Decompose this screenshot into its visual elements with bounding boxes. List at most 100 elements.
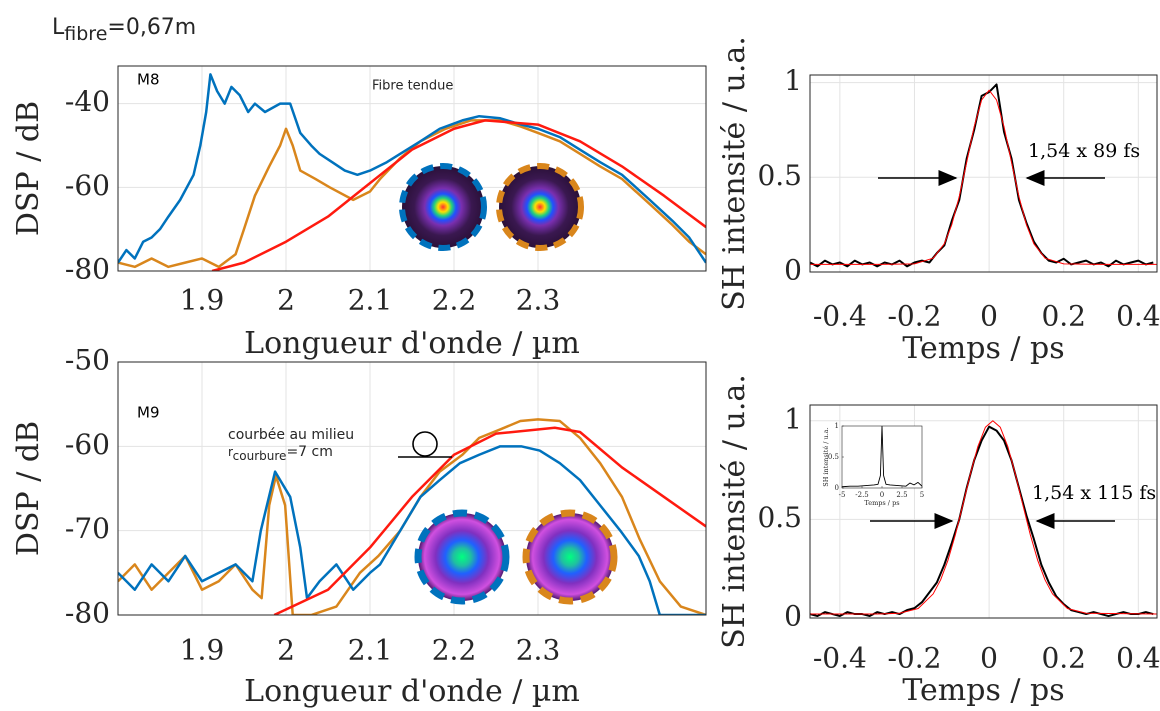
data-line	[810, 89, 1157, 265]
beam-profile	[522, 509, 618, 605]
x-tick-label: 2.1	[348, 634, 393, 667]
y-tick-label: 0.5	[757, 159, 802, 192]
beam-profile	[496, 163, 584, 251]
x-axis-label: Longueur d'onde / µm	[244, 326, 580, 361]
y-tick-label: 0.5	[828, 453, 839, 461]
figure-label: Lfibre=0,67m	[52, 15, 196, 45]
x-axis-label: Temps / ps	[902, 331, 1064, 366]
x-tick-label: -0.4	[813, 642, 867, 675]
x-tick-label: 2.3	[516, 284, 561, 317]
y-tick-label: -50	[65, 344, 110, 377]
y-tick-label: -60	[65, 428, 110, 461]
x-tick-label: 0.2	[1041, 300, 1086, 333]
x-axis-label: Temps / ps	[902, 673, 1064, 708]
chart: -0.4 -0.2 0 0.2 0.4 0 0.5 1 Temps / ps SH intensi…	[717, 36, 1160, 366]
fwhm-label: 1,54 x 89 fs	[1028, 140, 1140, 162]
y-axis-label: SH intensité / u.a.	[822, 427, 830, 487]
y-tick-label: 0	[835, 484, 839, 492]
label-rest: =7 cm	[286, 444, 332, 460]
series-group	[118, 418, 706, 615]
y-tick-label: -40	[65, 85, 110, 118]
x-tick-label: 0.4	[1116, 642, 1160, 675]
chart: -5 -2.5 0 2.5 5 0 0.5 1 Temps / ps SH intensité /…	[822, 422, 924, 507]
x-tick-label: 5	[920, 491, 924, 499]
x-axis-label: Longueur d'onde / µm	[244, 674, 580, 709]
y-axis-label: DSP / dB	[11, 421, 46, 556]
charts: 1.9 2 2.1 2.2 2.3 -80 -60 -40 Longueur d'onde / …	[11, 36, 1160, 709]
overlay: M8 Fibre tendue M9 courbée au milieu rco…	[137, 71, 1156, 605]
y-axis-label: SH intensité / u.a.	[717, 36, 752, 311]
x-tick-label: -2.5	[855, 491, 869, 499]
series-group	[842, 426, 922, 488]
plot-frame	[841, 425, 923, 489]
x-tick-label: 2.2	[432, 284, 477, 317]
plot-frame	[809, 404, 1158, 619]
data-line	[118, 73, 706, 264]
data-line	[118, 445, 706, 615]
x-axis-label: Temps / ps	[864, 499, 899, 507]
x-tick-label: 1.9	[180, 634, 225, 667]
beam-profile	[414, 509, 510, 605]
data-line	[810, 425, 1154, 618]
label-subscript: courbure	[233, 449, 287, 463]
y-tick-label: -70	[65, 512, 110, 545]
x-tick-label: 0	[880, 491, 884, 499]
y-tick-label: 1	[784, 64, 802, 97]
series-group	[118, 73, 706, 271]
series-group	[810, 420, 1157, 618]
icon-loop	[412, 431, 438, 457]
x-tick-label: 2.5	[896, 491, 907, 499]
plot-frame	[117, 361, 707, 616]
beam-profile	[399, 163, 487, 251]
chart: -0.4 -0.2 0 0.2 0.4 0 0.5 1 Temps / ps SH intensi…	[717, 374, 1160, 708]
y-tick-label: 0	[784, 254, 802, 287]
data-line	[810, 83, 1154, 268]
fwhm-arrows	[870, 170, 1115, 529]
panel-label: M8	[137, 71, 160, 89]
series-group	[810, 83, 1157, 268]
x-tick-label: 2.3	[516, 634, 561, 667]
plot-area	[810, 75, 1157, 272]
data-line	[810, 420, 1157, 615]
x-tick-label: -0.2	[887, 642, 941, 675]
x-tick-label: 2.2	[432, 634, 477, 667]
label-subscript: fibre	[64, 23, 107, 45]
fwhm-label: 1,54 x 115 fs	[1032, 482, 1156, 504]
x-tick-label: 2	[277, 284, 295, 317]
x-tick-label: -0.2	[887, 300, 941, 333]
data-line	[273, 426, 706, 615]
x-tick-label: 0	[980, 642, 998, 675]
x-tick-label: 0.2	[1041, 642, 1086, 675]
annotation: courbée au milieu	[228, 427, 354, 443]
fibre-loop-icon	[398, 431, 452, 458]
annotation: rcourbure=7 cm	[228, 444, 333, 463]
beam-images	[399, 163, 618, 605]
data-line	[211, 119, 706, 271]
x-tick-label: 0.4	[1116, 300, 1160, 333]
y-tick-label: 1	[784, 402, 802, 435]
y-tick-label: 0.5	[757, 501, 802, 534]
y-tick-label: -80	[65, 597, 110, 630]
x-tick-label: 2	[277, 634, 295, 667]
y-axis-label: SH intensité / u.a.	[717, 374, 752, 649]
chart: 1.9 2 2.1 2.2 2.3 -80 -60 -40 Longueur d'onde / …	[11, 65, 707, 361]
y-axis-label: DSP / dB	[11, 101, 46, 236]
data-line	[842, 426, 922, 488]
label-base: r	[228, 445, 233, 459]
x-tick-label: 1.9	[180, 284, 225, 317]
label-rest: =0,67m	[107, 15, 196, 40]
annotation: Fibre tendue	[372, 79, 453, 94]
y-tick-label: 0	[784, 600, 802, 633]
data-line	[118, 418, 706, 615]
y-tick-label: 1	[835, 422, 839, 430]
plot-frame	[117, 65, 707, 272]
x-tick-label: 0	[980, 300, 998, 333]
y-tick-label: -80	[65, 253, 110, 286]
panel-label: M9	[137, 404, 160, 422]
x-tick-label: -5	[839, 491, 846, 499]
label-base: L	[52, 15, 65, 40]
x-tick-label: 2.1	[348, 284, 393, 317]
plot-frame	[809, 74, 1158, 273]
plot-area	[118, 66, 706, 271]
